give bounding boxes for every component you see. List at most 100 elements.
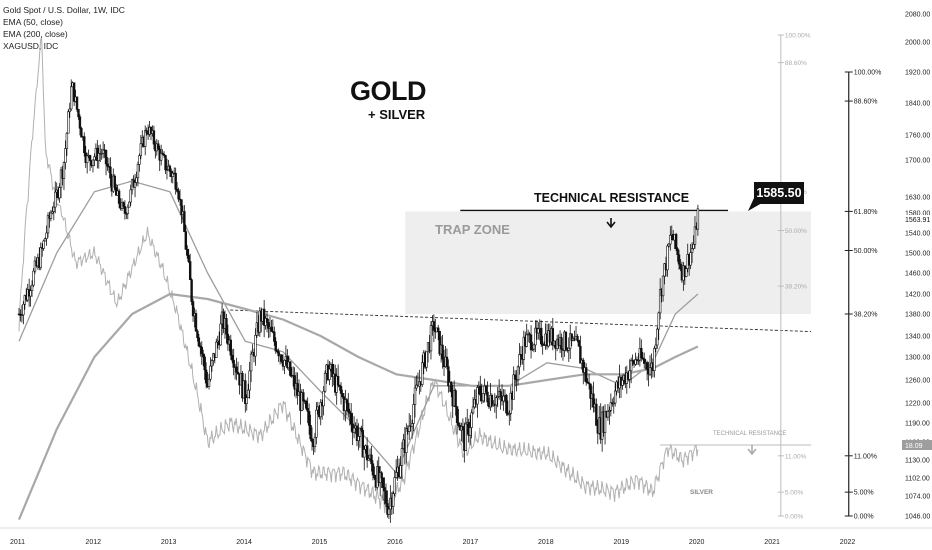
legend-silver[interactable]: XAGUSD, IDC (3, 41, 59, 51)
candle-body (361, 430, 364, 458)
candle-body (437, 327, 440, 332)
candle-body (363, 449, 366, 458)
candle-body (370, 454, 373, 465)
candle-body (319, 402, 322, 418)
candle-body (215, 341, 218, 358)
candle-body (542, 344, 546, 346)
candle-body (97, 153, 100, 162)
candle-body (490, 394, 494, 407)
candle-body (203, 356, 206, 371)
trap-zone-label: TRAP ZONE (435, 222, 510, 237)
candle-body (371, 463, 375, 476)
candle-body (570, 333, 573, 341)
candle-body (64, 148, 67, 163)
candle-body (138, 155, 141, 165)
candle-body (22, 303, 25, 316)
candle-body (657, 312, 660, 330)
candle-body (248, 370, 251, 391)
candle-body (276, 350, 279, 353)
candle-body (235, 366, 238, 373)
fib-left-label: 88.60% (785, 60, 807, 67)
candle-body (45, 232, 48, 239)
candle-body (643, 358, 646, 364)
legend-symbol[interactable]: Gold Spot / U.S. Dollar, 1W, IDC (3, 5, 125, 15)
candle-body (589, 383, 592, 399)
candle-body (68, 108, 71, 113)
candle-body (196, 330, 199, 339)
candle-body (348, 411, 351, 414)
candle-body (584, 367, 588, 383)
candle-body (209, 365, 212, 380)
candle-body (450, 381, 453, 393)
candle-body (360, 427, 363, 431)
candle-body (91, 159, 95, 166)
candle-body (273, 331, 276, 342)
candle-body (339, 386, 343, 394)
candle-body (587, 382, 591, 385)
candle-body (171, 172, 174, 177)
candle-body (65, 132, 69, 149)
candle-body (689, 252, 692, 266)
candle-body (197, 337, 201, 347)
fib-right-label: 100.00% (854, 70, 882, 77)
y-tick-label: 1580.00 (905, 211, 930, 218)
candle-body (667, 243, 671, 247)
fib-right-label: 50.00% (854, 248, 878, 255)
candle-body (341, 393, 344, 398)
candle-body (648, 367, 652, 375)
candle-body (347, 402, 350, 412)
candle-body (693, 226, 697, 245)
trap-zone-box (405, 211, 812, 314)
candle-body (674, 234, 678, 250)
candle-body (174, 172, 177, 190)
candle-body (532, 344, 536, 350)
candle-body (306, 408, 309, 412)
candle-body (49, 212, 53, 219)
chart-legend: Gold Spot / U.S. Dollar, 1W, IDC EMA (50… (3, 4, 125, 52)
candle-body (293, 375, 296, 390)
x-tick-label: 2013 (161, 539, 177, 546)
candle-body (191, 301, 195, 317)
candle-body (204, 369, 208, 384)
candle-body (20, 314, 24, 316)
candle-body (637, 359, 640, 362)
candle-body (564, 331, 568, 350)
candle-body (484, 385, 488, 393)
candle-body (355, 425, 359, 441)
legend-ema200[interactable]: EMA (200, close) (3, 29, 68, 39)
candle-body (152, 130, 156, 145)
candle-body (162, 153, 166, 156)
x-tick-label: 2017 (463, 539, 479, 546)
candle-body (415, 384, 418, 389)
y-tick-label: 1460.00 (905, 271, 930, 278)
candle-body (653, 348, 656, 371)
candle-body (42, 240, 45, 249)
x-tick-label: 2022 (840, 539, 856, 546)
candle-body (323, 372, 327, 392)
candle-body (551, 328, 555, 346)
candle-body (30, 284, 34, 291)
candle-body (200, 346, 203, 355)
candle-body (157, 143, 160, 150)
fib-right-label: 38.20% (854, 312, 878, 319)
candle-body (534, 327, 537, 346)
candle-body (67, 111, 70, 134)
candle-body (595, 403, 598, 426)
candle-body (586, 381, 589, 384)
candle-body (567, 347, 570, 351)
candle-body (62, 162, 66, 179)
fib-left-label: 5.00% (785, 490, 804, 497)
y-tick-label: 1630.00 (905, 195, 930, 202)
candle-body (225, 318, 228, 335)
candle-body (128, 201, 131, 208)
silver-price-tag-bg (902, 440, 932, 450)
legend-ema50[interactable]: EMA (50, close) (3, 17, 63, 27)
technical-resistance-label: TECHNICAL RESISTANCE (534, 191, 690, 205)
candle-body (666, 245, 669, 271)
x-tick-label: 2021 (764, 539, 780, 546)
candle-body (51, 211, 54, 214)
candle-body (277, 351, 280, 357)
candle-body (425, 351, 428, 368)
candle-body (656, 328, 659, 346)
